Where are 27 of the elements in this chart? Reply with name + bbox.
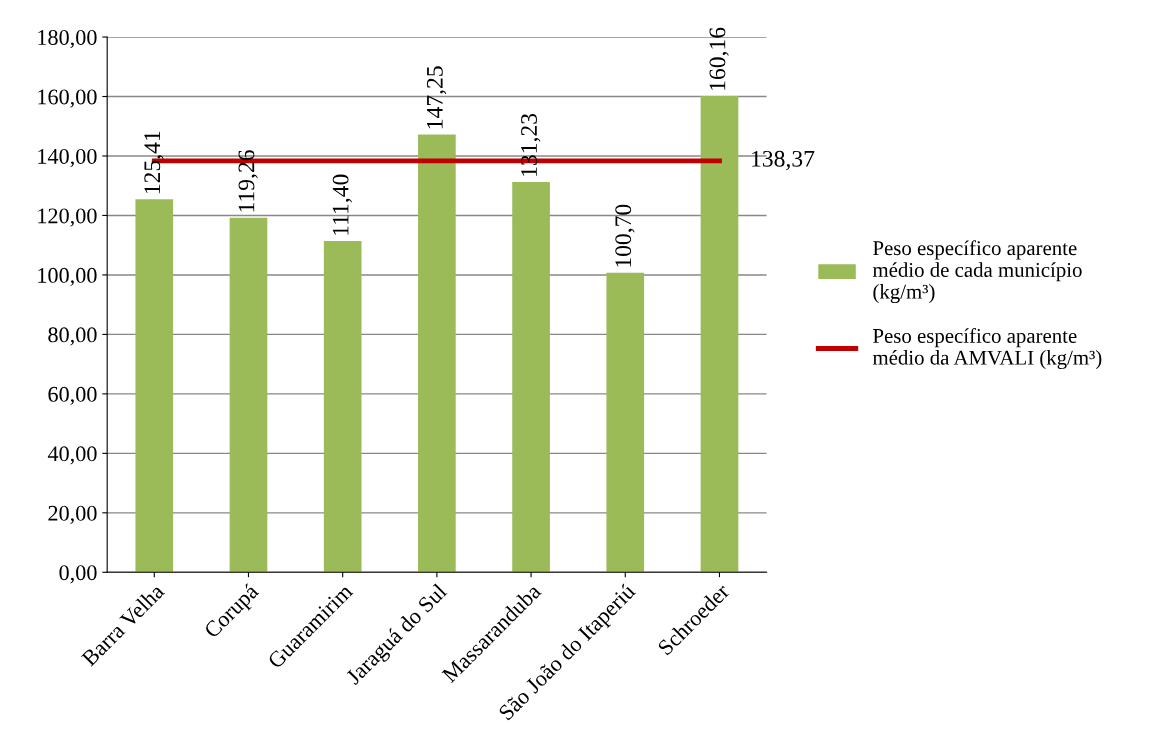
legend-label: Peso específico aparente médio da AMVALI (kg/m³) (872, 328, 1102, 370)
bar (229, 217, 268, 573)
bar (135, 199, 174, 573)
data-label: 138,37 (752, 150, 815, 171)
data-label: 125,41 (144, 131, 164, 194)
data-label: 147,25 (426, 66, 447, 129)
y-tick-label: 180,00 (38, 29, 97, 49)
y-tick-label: 160,00 (38, 89, 97, 108)
y-tick-label: 60,00 (48, 386, 97, 405)
data-label: 160,16 (709, 27, 729, 90)
y-tick-label: 20,00 (48, 505, 97, 524)
y-tick-label: 80,00 (48, 327, 97, 346)
data-label: 111,40 (332, 174, 352, 235)
bar (323, 241, 362, 573)
y-tick-label: 0,00 (59, 565, 97, 584)
bar (512, 182, 550, 573)
bar (418, 134, 456, 573)
y-tick-label: 100,00 (38, 267, 97, 287)
y-tick-label: 40,00 (47, 446, 97, 465)
y-tick-label: 140,00 (38, 148, 97, 168)
data-label: 119,26 (238, 150, 258, 212)
legend-label: Peso específico aparente médio de cada município (kg/m³) (872, 240, 1082, 304)
bar (700, 96, 739, 573)
y-tick-label: 120,00 (38, 208, 97, 227)
data-label: 131,23 (521, 113, 541, 176)
data-label: 100,70 (615, 204, 635, 267)
bar (606, 272, 645, 573)
